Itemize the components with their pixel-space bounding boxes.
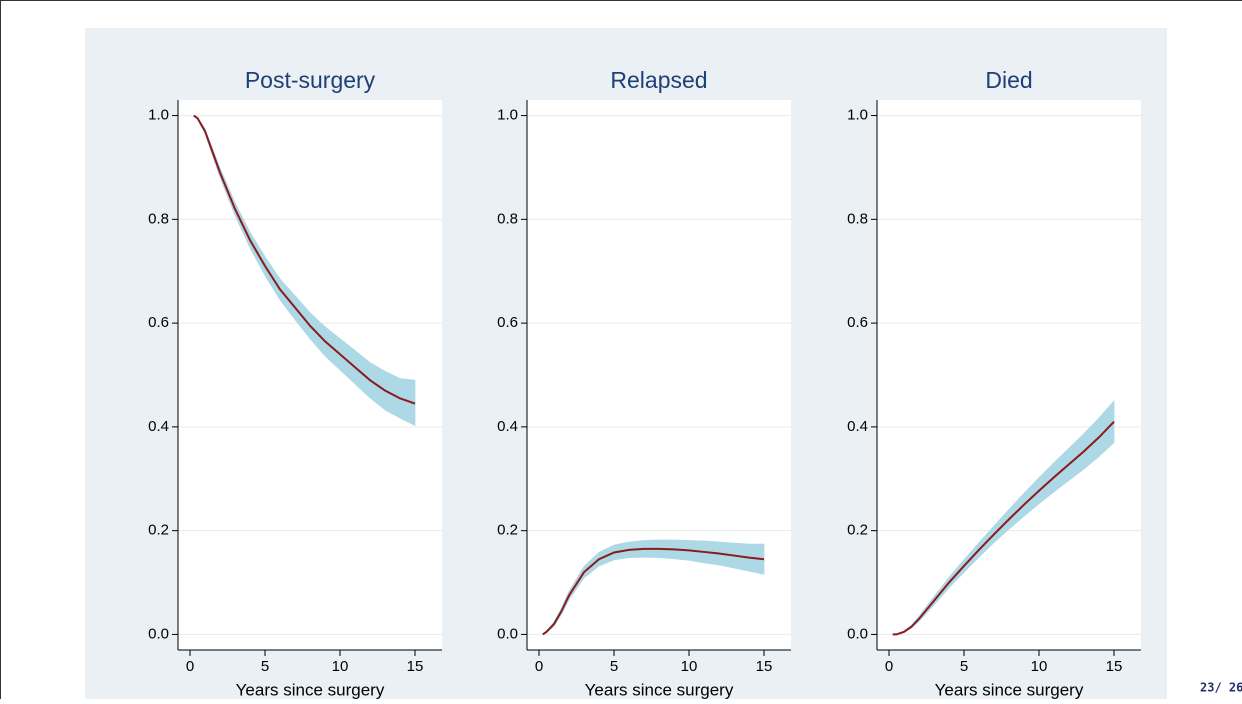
- y-tick-label: 0.0: [847, 625, 868, 642]
- y-tick-label: 0.8: [148, 210, 169, 227]
- x-tick-label: 10: [332, 658, 349, 675]
- y-tick-label: 1.0: [148, 107, 169, 124]
- x-tick-label: 0: [186, 658, 194, 675]
- y-tick-label: 0.4: [847, 418, 868, 435]
- y-tick-label: 0.6: [497, 314, 518, 331]
- y-tick-label: 0.0: [497, 625, 518, 642]
- x-tick-label: 15: [407, 658, 424, 675]
- y-tick-label: 0.4: [497, 418, 518, 435]
- y-tick-label: 0.2: [148, 522, 169, 539]
- y-tick-label: 0.6: [847, 314, 868, 331]
- x-tick-label: 10: [681, 658, 698, 675]
- x-tick-label: 5: [261, 658, 269, 675]
- y-tick-label: 0.6: [148, 314, 169, 331]
- chart-title: Relapsed: [610, 67, 707, 93]
- page-number: 23/ 26: [1200, 681, 1242, 695]
- y-tick-label: 0.2: [497, 522, 518, 539]
- chart-title: Died: [985, 67, 1032, 93]
- y-tick-label: 1.0: [497, 107, 518, 124]
- plot-area: [178, 100, 442, 650]
- y-tick-label: 0.2: [847, 522, 868, 539]
- x-tick-label: 15: [756, 658, 773, 675]
- x-axis-title: Years since surgery: [585, 680, 734, 699]
- y-tick-label: 0.8: [847, 210, 868, 227]
- x-tick-label: 15: [1106, 658, 1123, 675]
- x-axis-title: Years since surgery: [935, 680, 1084, 699]
- x-tick-label: 5: [610, 658, 618, 675]
- y-tick-label: 1.0: [847, 107, 868, 124]
- y-tick-label: 0.4: [148, 418, 169, 435]
- plot-area: [877, 100, 1141, 650]
- x-axis-title: Years since surgery: [236, 680, 385, 699]
- y-tick-label: 0.8: [497, 210, 518, 227]
- x-tick-label: 0: [535, 658, 543, 675]
- y-tick-label: 0.0: [148, 625, 169, 642]
- x-tick-label: 10: [1031, 658, 1048, 675]
- chart-title: Post-surgery: [245, 67, 376, 93]
- x-tick-label: 0: [885, 658, 893, 675]
- x-tick-label: 5: [960, 658, 968, 675]
